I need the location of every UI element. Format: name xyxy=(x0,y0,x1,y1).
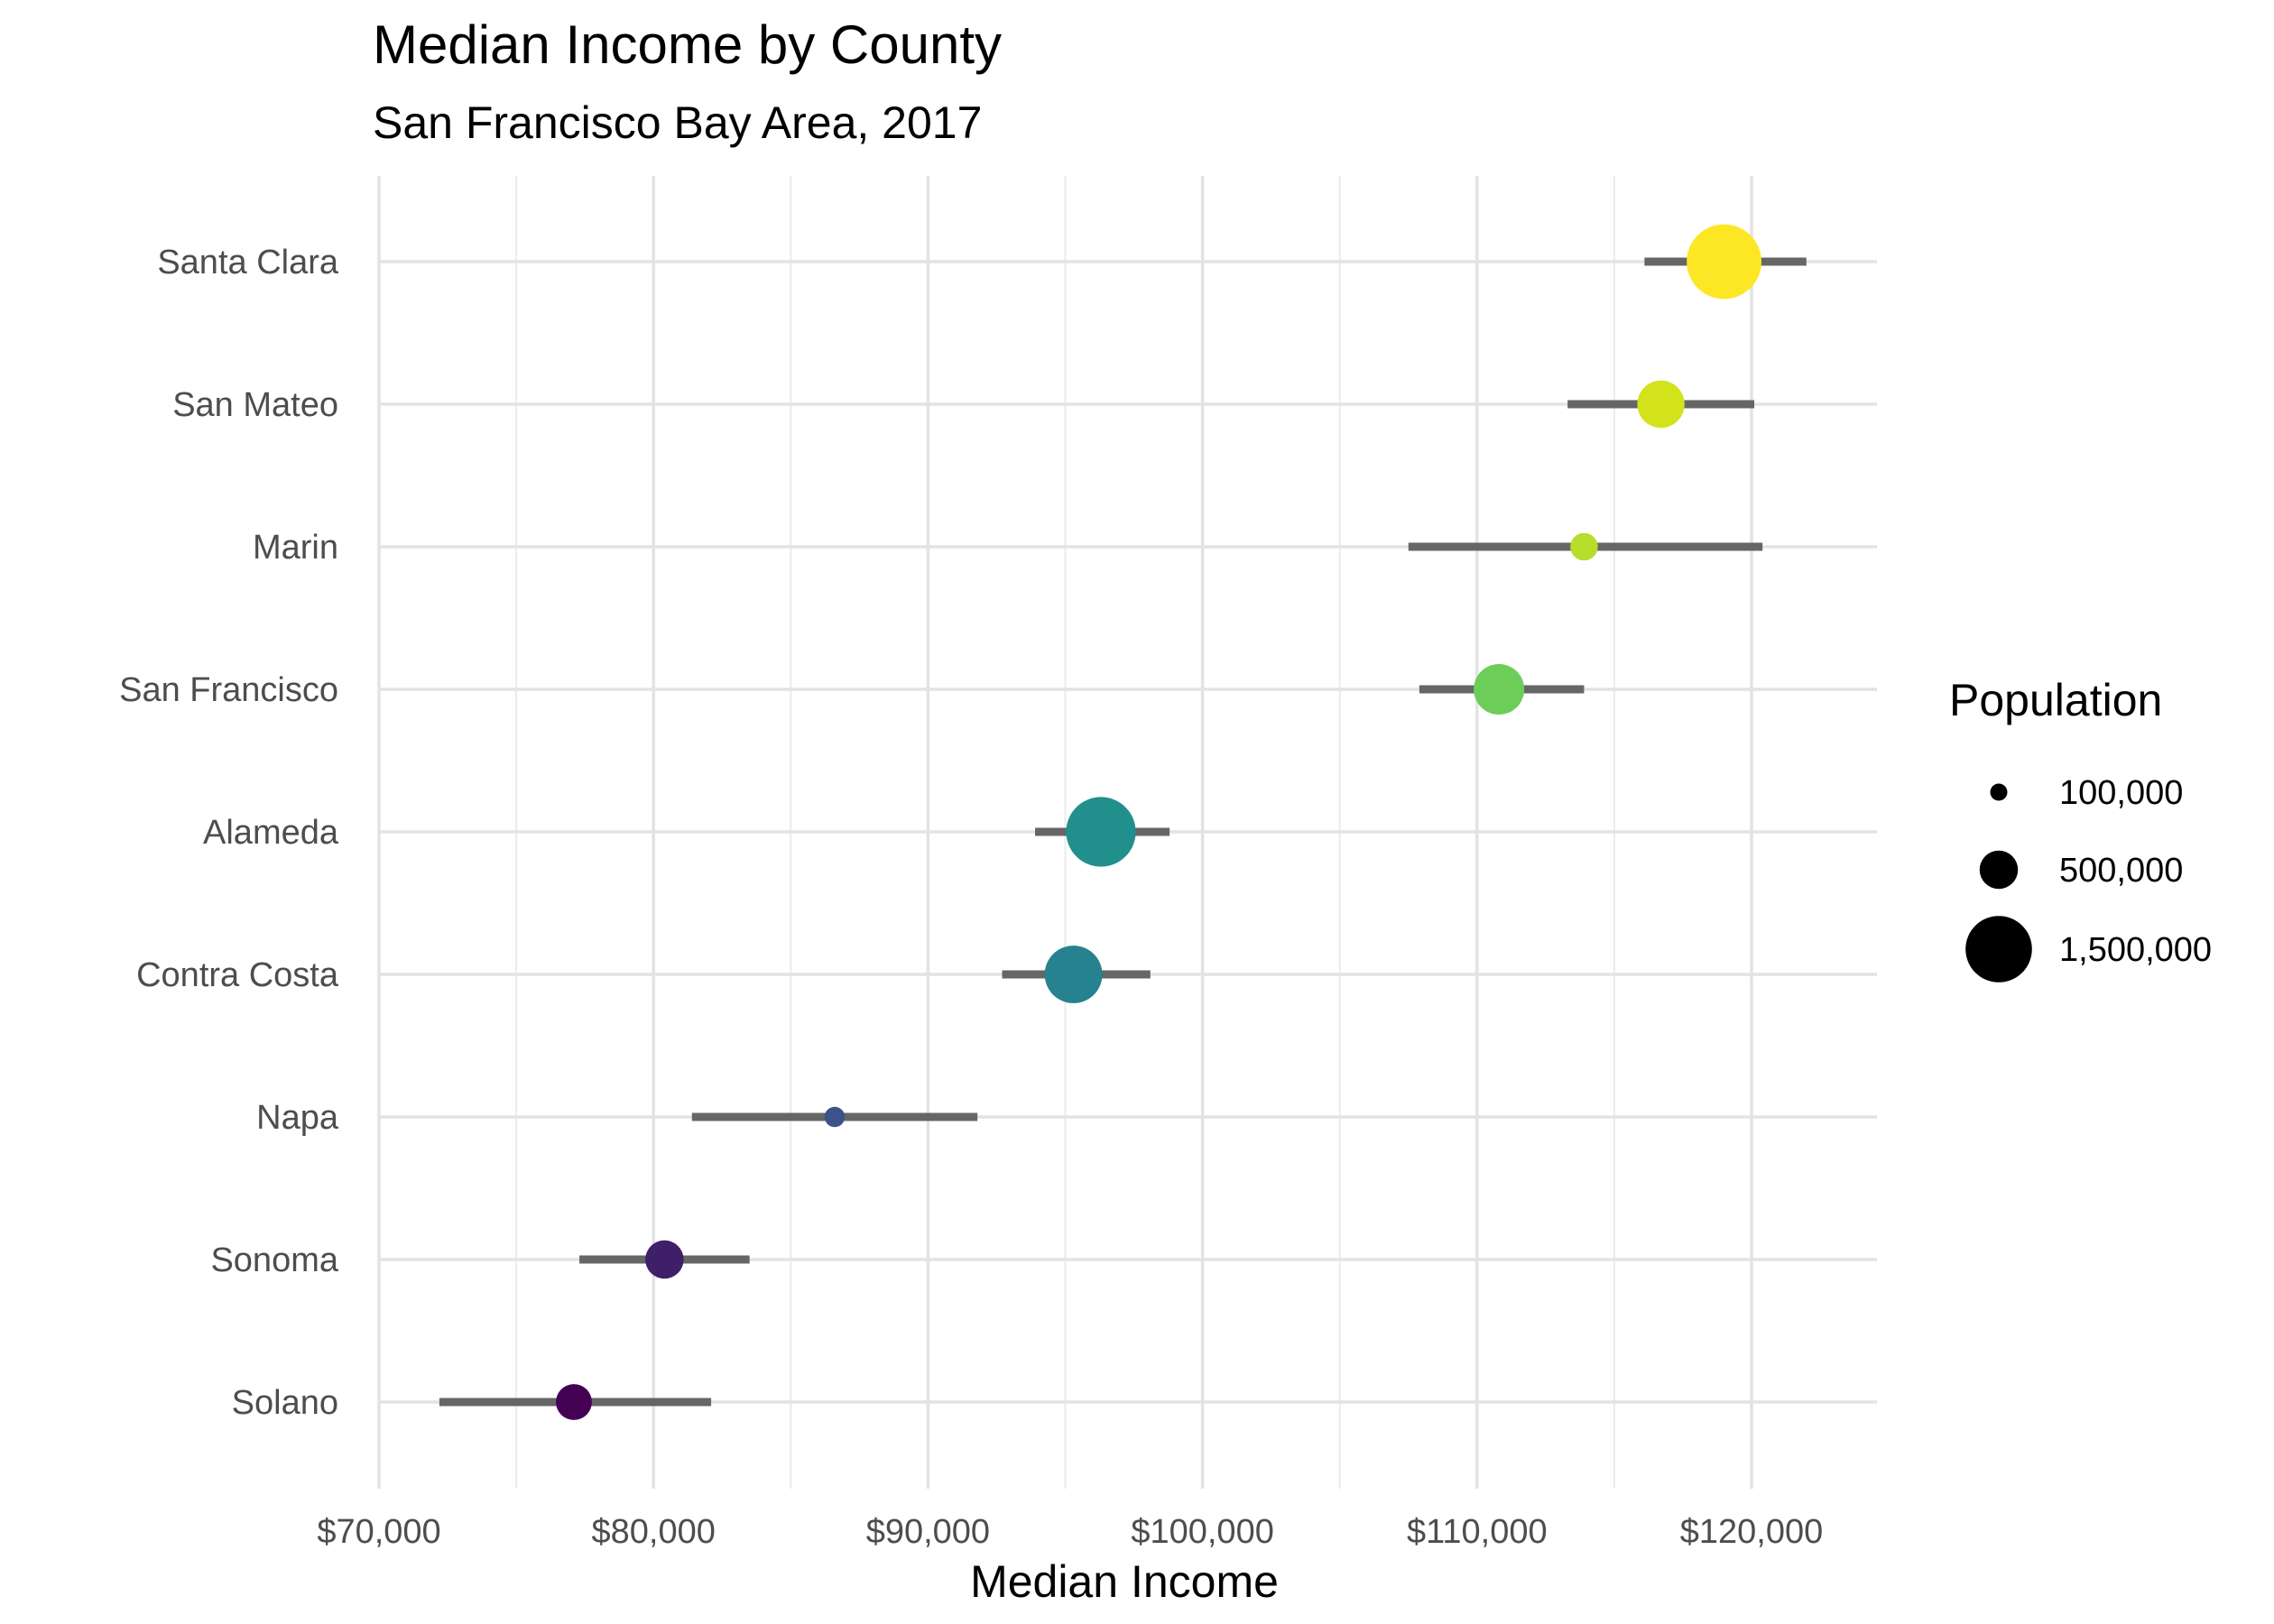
y-tick-label: San Mateo xyxy=(172,386,338,424)
x-axis-title: Median Income xyxy=(970,1556,1279,1607)
points xyxy=(556,224,1761,1420)
y-tick-label: Solano xyxy=(232,1384,338,1422)
legend-label: 500,000 xyxy=(2059,852,2183,890)
plot-area xyxy=(377,176,1877,1489)
y-tick-label: Napa xyxy=(256,1099,339,1137)
data-point xyxy=(1637,380,1685,429)
data-point xyxy=(1570,532,1598,561)
data-point xyxy=(1687,224,1761,300)
legend-key xyxy=(1990,783,2008,801)
legend-items: 100,000 500,000 1,500,000 xyxy=(1965,774,2212,983)
legend-label: 100,000 xyxy=(2059,774,2183,812)
legend-key xyxy=(1979,850,2019,890)
data-point xyxy=(1474,663,1525,715)
legend-title: Population xyxy=(1949,675,2162,725)
chart-title: Median Income by County xyxy=(373,14,1002,75)
x-axis-tick-labels: $70,000 $80,000 $90,000 $100,000 $110,000 $12… xyxy=(317,1513,1823,1551)
legend-key xyxy=(1965,916,2032,983)
x-tick-label: $80,000 xyxy=(592,1513,716,1551)
data-point xyxy=(556,1384,592,1420)
data-point xyxy=(1044,946,1103,1003)
x-tick-label: $110,000 xyxy=(1407,1513,1548,1551)
x-tick-label: $70,000 xyxy=(317,1513,440,1551)
data-point xyxy=(1066,797,1136,867)
y-axis-tick-labels: Santa Clara San Mateo Marin San Francisco Al… xyxy=(119,244,339,1422)
legend: Population 100,000 500,000 1,500,000 xyxy=(1949,675,2212,983)
x-tick-label: $120,000 xyxy=(1680,1513,1824,1551)
y-tick-label: Sonoma xyxy=(210,1241,338,1279)
y-tick-label: San Francisco xyxy=(119,671,338,709)
y-tick-label: Marin xyxy=(253,529,338,567)
legend-label: 1,500,000 xyxy=(2059,931,2212,969)
y-tick-label: Contra Costa xyxy=(136,956,339,994)
data-point xyxy=(645,1240,684,1279)
y-tick-label: Alameda xyxy=(203,814,339,852)
data-point xyxy=(824,1106,846,1128)
x-tick-label: $100,000 xyxy=(1131,1513,1274,1551)
x-tick-label: $90,000 xyxy=(866,1513,990,1551)
chart-subtitle: San Francisco Bay Area, 2017 xyxy=(373,97,982,148)
y-tick-label: Santa Clara xyxy=(157,244,339,281)
